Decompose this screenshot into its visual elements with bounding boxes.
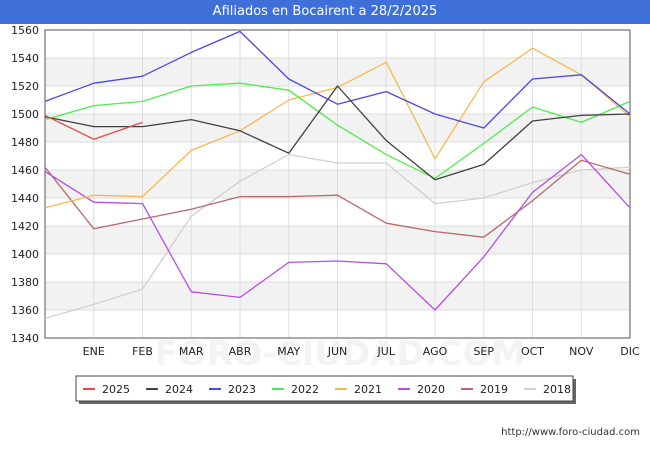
x-tick-label: AGO (423, 345, 448, 358)
series-line-2025 (44, 114, 143, 140)
x-tick-label: ENE (83, 345, 105, 358)
series-line-2023 (44, 30, 631, 129)
y-tick-label: 1420 (11, 220, 39, 233)
y-tick-label: 1440 (11, 192, 39, 205)
watermark: FORO-CIUDAD.COM (155, 334, 526, 374)
series-line-2022 (44, 82, 631, 180)
y-tick-label: 1540 (11, 52, 39, 65)
x-tick-label: ABR (229, 345, 252, 358)
y-axis: 1340 1360 1380 1400 1420 1440 1460 1480 1500 1520… (11, 24, 39, 345)
series-line-2021 (44, 47, 631, 209)
legend-label-2023: 2023 (228, 383, 256, 396)
series-line-2019 (44, 159, 631, 238)
x-tick-label: MAR (179, 345, 204, 358)
series-lines (44, 30, 631, 320)
x-tick-label: FEB (132, 345, 153, 358)
series-line-2024 (44, 85, 631, 181)
y-tick-label: 1480 (11, 136, 39, 149)
legend-box (75, 375, 574, 402)
y-tick-label: 1400 (11, 248, 39, 261)
x-tick-label: NOV (569, 345, 594, 358)
y-tick-label: 1460 (11, 164, 39, 177)
x-tick-label: SEP (473, 345, 494, 358)
y-tick-label: 1520 (11, 80, 39, 93)
plot-frame (44, 29, 631, 339)
legend-label-2021: 2021 (354, 383, 382, 396)
legend-label-2019: 2019 (480, 383, 508, 396)
x-tick-label: OCT (521, 345, 544, 358)
y-tick-label: 1360 (11, 304, 39, 317)
x-tick-label: JUN (327, 345, 348, 358)
footer-url[interactable]: http://www.foro-ciudad.com (501, 427, 640, 438)
y-tick-label: 1340 (11, 332, 39, 345)
y-tick-label: 1560 (11, 24, 39, 37)
series-line-2018 (44, 153, 631, 320)
legend-label-2022: 2022 (291, 383, 319, 396)
legend-label-2025: 2025 (102, 383, 130, 396)
x-axis: ENE FEB MAR ABR MAY JUN JUL AGO SEP OCT NOV DIC (83, 345, 640, 358)
legend-label-2024: 2024 (165, 383, 193, 396)
x-tick-label: DIC (620, 345, 640, 358)
x-tick-label: JUL (377, 345, 396, 358)
x-tick-label: MAY (277, 345, 300, 358)
legend-label-2018: 2018 (543, 383, 571, 396)
y-tick-label: 1500 (11, 108, 39, 121)
chart-title: Afiliados en Bocairent a 28/2/2025 (0, 0, 650, 24)
legend: 2025 2024 2023 2022 2021 2020 2019 2018 (75, 375, 576, 404)
series-line-2020 (44, 153, 631, 311)
legend-label-2020: 2020 (417, 383, 445, 396)
y-tick-label: 1380 (11, 276, 39, 289)
